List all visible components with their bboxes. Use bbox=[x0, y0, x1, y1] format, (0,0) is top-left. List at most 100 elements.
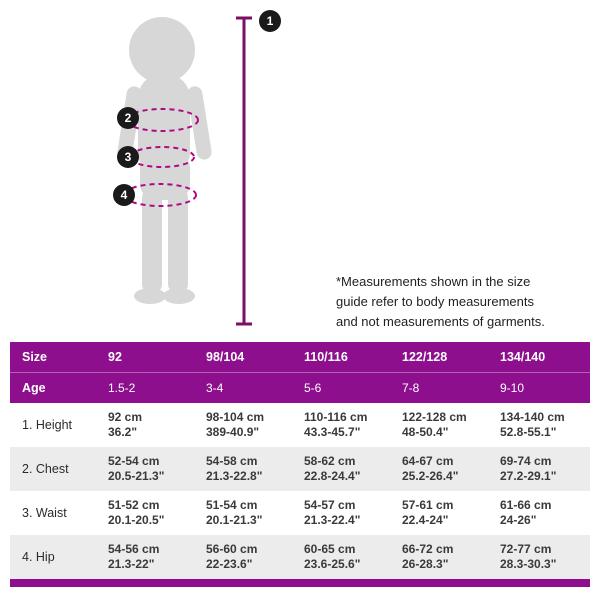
marker-4-label: 4 bbox=[120, 188, 128, 202]
cell-cm: 56-60 cm bbox=[206, 542, 258, 556]
cell-cm: 54-57 cm bbox=[304, 498, 356, 512]
cell-inch: 36.2" bbox=[108, 425, 138, 439]
table-cell: 69-74 cm 27.2-29.1" bbox=[492, 454, 590, 484]
table-cell: 51-52 cm 20.1-20.5" bbox=[100, 498, 198, 528]
table-cell: 54-56 cm 21.3-22" bbox=[100, 542, 198, 572]
cell-inch: 52.8-55.1" bbox=[500, 425, 557, 439]
cell-inch: 26-28.3" bbox=[402, 557, 449, 571]
cell-inch: 27.2-29.1" bbox=[500, 469, 557, 483]
cell-cm: 72-77 cm bbox=[500, 542, 552, 556]
table-cell: 56-60 cm 22-23.6" bbox=[198, 542, 296, 572]
cell-inch: 21.3-22" bbox=[108, 557, 155, 571]
cell-inch: 24-26" bbox=[500, 513, 537, 527]
note-line-2: guide refer to body measurements bbox=[336, 294, 534, 310]
cell-cm: 54-56 cm bbox=[108, 542, 160, 556]
cell-inch: 22-23.6" bbox=[206, 557, 253, 571]
row-label: 2. Chest bbox=[22, 462, 69, 476]
cell-inch: 21.3-22.8" bbox=[206, 469, 263, 483]
cell-inch: 25.2-26.4" bbox=[402, 469, 459, 483]
marker-3-waist: 3 bbox=[117, 146, 139, 168]
size-col-4: 122/128 bbox=[402, 350, 448, 364]
table-row-hip: 4. Hip 54-56 cm 21.3-22" 56-60 cm 22-23.… bbox=[10, 535, 590, 579]
table-cell: 98-104 cm 389-40.9" bbox=[198, 410, 296, 440]
row-label: 4. Hip bbox=[22, 550, 55, 564]
size-col-5: 134/140 bbox=[500, 350, 546, 364]
table-cell: 72-77 cm 28.3-30.3" bbox=[492, 542, 590, 572]
cell-cm: 69-74 cm bbox=[500, 454, 552, 468]
table-cell: 92 cm 36.2" bbox=[100, 410, 198, 440]
table-cell: 54-57 cm 21.3-22.4" bbox=[296, 498, 394, 528]
cell-inch: 21.3-22.4" bbox=[304, 513, 361, 527]
cell-inch: 20.5-21.3" bbox=[108, 469, 165, 483]
cell-inch: 23.6-25.6" bbox=[304, 557, 361, 571]
cell-cm: 60-65 cm bbox=[304, 542, 356, 556]
table-cell: 57-61 cm 22.4-24" bbox=[394, 498, 492, 528]
cell-inch: 389-40.9" bbox=[206, 425, 260, 439]
table-cell: 66-72 cm 26-28.3" bbox=[394, 542, 492, 572]
marker-4-hip: 4 bbox=[113, 184, 135, 206]
cell-cm: 52-54 cm bbox=[108, 454, 160, 468]
marker-1-label: 1 bbox=[266, 14, 274, 28]
size-header-label: Size bbox=[22, 350, 48, 364]
height-line bbox=[236, 16, 252, 326]
cell-inch: 43.3-45.7" bbox=[304, 425, 361, 439]
cell-inch: 22.8-24.4" bbox=[304, 469, 361, 483]
marker-2-label: 2 bbox=[124, 111, 132, 125]
table-cell: 134-140 cm 52.8-55.1" bbox=[492, 410, 590, 440]
cell-cm: 51-54 cm bbox=[206, 498, 258, 512]
table-cell: 122-128 cm 48-50.4" bbox=[394, 410, 492, 440]
size-col-3: 110/116 bbox=[304, 350, 348, 364]
note-line-3: and not measurements of garments. bbox=[336, 314, 545, 330]
cell-inch: 20.1-20.5" bbox=[108, 513, 165, 527]
row-label: 3. Waist bbox=[22, 506, 67, 520]
cell-cm: 122-128 cm bbox=[402, 410, 467, 424]
age-header-label: Age bbox=[22, 381, 46, 395]
table-cell: 58-62 cm 22.8-24.4" bbox=[296, 454, 394, 484]
age-col-2: 3-4 bbox=[206, 381, 224, 395]
measurement-note: *Measurements shown in the size guide re… bbox=[336, 272, 576, 332]
table-header-size-row: Size 92 98/104 110/116 122/128 134/140 bbox=[10, 342, 590, 372]
cell-cm: 64-67 cm bbox=[402, 454, 454, 468]
age-col-4: 7-8 bbox=[402, 381, 420, 395]
note-line-1: *Measurements shown in the size bbox=[336, 274, 531, 289]
table-row-waist: 3. Waist 51-52 cm 20.1-20.5" 51-54 cm 20… bbox=[10, 491, 590, 535]
marker-3-label: 3 bbox=[124, 150, 132, 164]
marker-2-chest: 2 bbox=[117, 107, 139, 129]
cell-cm: 57-61 cm bbox=[402, 498, 454, 512]
cell-cm: 134-140 cm bbox=[500, 410, 565, 424]
age-col-5: 9-10 bbox=[500, 381, 525, 395]
table-bottom-accent-bar bbox=[10, 579, 590, 587]
size-table: Size 92 98/104 110/116 122/128 134/140 A… bbox=[10, 342, 590, 587]
cell-cm: 66-72 cm bbox=[402, 542, 454, 556]
cell-cm: 110-116 cm bbox=[304, 410, 368, 424]
cell-cm: 51-52 cm bbox=[108, 498, 160, 512]
table-row-chest: 2. Chest 52-54 cm 20.5-21.3" 54-58 cm 21… bbox=[10, 447, 590, 491]
cell-cm: 98-104 cm bbox=[206, 410, 265, 424]
size-col-2: 98/104 bbox=[206, 350, 245, 364]
table-row-height: 1. Height 92 cm 36.2" 98-104 cm 389-40.9… bbox=[10, 403, 590, 447]
cell-cm: 54-58 cm bbox=[206, 454, 258, 468]
size-col-1: 92 bbox=[108, 350, 122, 364]
table-cell: 60-65 cm 23.6-25.6" bbox=[296, 542, 394, 572]
row-label: 1. Height bbox=[22, 418, 73, 432]
child-silhouette-graphic bbox=[117, 17, 212, 304]
table-cell: 61-66 cm 24-26" bbox=[492, 498, 590, 528]
cell-inch: 28.3-30.3" bbox=[500, 557, 557, 571]
child-silhouette bbox=[100, 12, 230, 332]
table-cell: 110-116 cm 43.3-45.7" bbox=[296, 410, 394, 440]
table-cell: 51-54 cm 20.1-21.3" bbox=[198, 498, 296, 528]
cell-inch: 22.4-24" bbox=[402, 513, 449, 527]
marker-1-height: 1 bbox=[259, 10, 281, 32]
cell-cm: 58-62 cm bbox=[304, 454, 356, 468]
cell-inch: 48-50.4" bbox=[402, 425, 449, 439]
table-cell: 64-67 cm 25.2-26.4" bbox=[394, 454, 492, 484]
table-cell: 54-58 cm 21.3-22.8" bbox=[198, 454, 296, 484]
age-col-3: 5-6 bbox=[304, 381, 322, 395]
cell-cm: 61-66 cm bbox=[500, 498, 552, 512]
cell-inch: 20.1-21.3" bbox=[206, 513, 263, 527]
table-cell: 52-54 cm 20.5-21.3" bbox=[100, 454, 198, 484]
table-header-age-row: Age 1.5-2 3-4 5-6 7-8 9-10 bbox=[10, 372, 590, 403]
age-col-1: 1.5-2 bbox=[108, 381, 136, 395]
cell-cm: 92 cm bbox=[108, 410, 143, 424]
